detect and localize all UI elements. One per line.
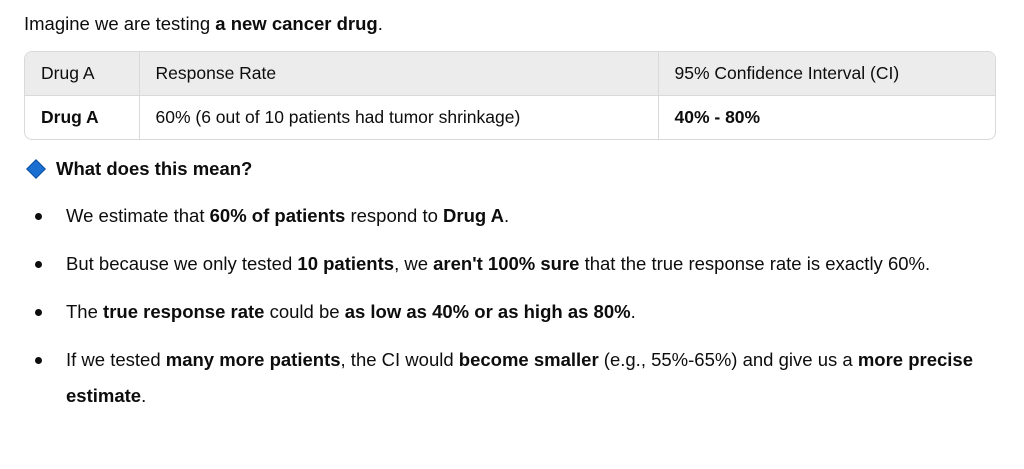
list-item: But because we only tested 10 patients, … <box>0 246 1024 282</box>
table-cell: 40% - 80% <box>674 107 761 127</box>
text-run: But because we only tested <box>66 253 298 274</box>
text-run: respond to <box>345 205 444 226</box>
text-run: . <box>630 301 636 322</box>
intro-bold: a new cancer drug <box>215 13 378 34</box>
text-run: . <box>141 385 147 406</box>
bold-text: Drug A <box>443 205 505 226</box>
explanation-list: We estimate that 60% of patients respond… <box>0 198 1024 426</box>
text-run: (e.g., 55%-65%) and give us a <box>598 349 858 370</box>
table-header-cell: 95% Confidence Interval (CI) <box>658 52 995 96</box>
text-run: , the CI would <box>340 349 459 370</box>
text-run: We estimate that <box>66 205 210 226</box>
list-item: The true response rate could be as low a… <box>0 294 1024 330</box>
table-cell: Drug A <box>25 95 140 139</box>
blue-diamond-icon <box>26 159 46 179</box>
bold-text: true response rate <box>103 301 265 322</box>
table-cell: 60% (6 out of 10 patients had tumor shri… <box>139 95 659 139</box>
section-heading: What does this mean? <box>26 155 252 183</box>
intro-prefix: Imagine we are testing <box>24 13 216 34</box>
text-run: . <box>504 205 510 226</box>
table-header-cell: Drug A <box>25 52 140 96</box>
text-run: If we tested <box>66 349 166 370</box>
bold-text: 60% of patients <box>209 205 346 226</box>
table-row: Drug A 60% (6 out of 10 patients had tum… <box>25 95 995 139</box>
bold-text: more precise estimate <box>66 349 973 406</box>
text-run: The <box>66 301 104 322</box>
bold-text: many more patients <box>165 349 341 370</box>
intro-suffix: . <box>377 13 383 34</box>
table-header-cell: Response Rate <box>139 52 659 96</box>
section-title: What does this mean? <box>56 158 253 179</box>
table-header-row: Drug A Response Rate 95% Confidence Inte… <box>25 52 995 96</box>
bold-text: 10 patients <box>297 253 395 274</box>
intro-text: Imagine we are testing a new cancer drug… <box>24 10 383 38</box>
text-run: that the true response rate is exactly 6… <box>579 253 931 274</box>
bold-text: become smaller <box>458 349 599 370</box>
bold-text: as low as 40% or as high as 80% <box>344 301 631 322</box>
text-run: could be <box>264 301 345 322</box>
list-item: If we tested many more patients, the CI … <box>0 342 1024 414</box>
results-table: Drug A Response Rate 95% Confidence Inte… <box>24 51 996 140</box>
list-item: We estimate that 60% of patients respond… <box>0 198 1024 234</box>
text-run: , we <box>394 253 434 274</box>
bold-text: aren't 100% sure <box>433 253 580 274</box>
